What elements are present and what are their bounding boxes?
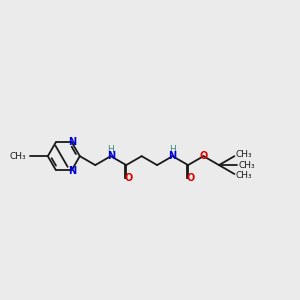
Text: N: N: [169, 151, 177, 161]
Text: N: N: [68, 166, 76, 176]
Text: CH₃: CH₃: [236, 150, 252, 159]
Text: O: O: [124, 173, 133, 183]
Text: N: N: [107, 151, 115, 161]
Text: O: O: [186, 173, 195, 183]
Text: H: H: [169, 146, 176, 154]
Text: H: H: [107, 146, 114, 154]
Text: CH₃: CH₃: [236, 171, 252, 180]
Text: CH₃: CH₃: [238, 160, 255, 169]
Text: N: N: [68, 137, 76, 147]
Text: O: O: [200, 151, 208, 161]
Text: CH₃: CH₃: [9, 152, 26, 161]
